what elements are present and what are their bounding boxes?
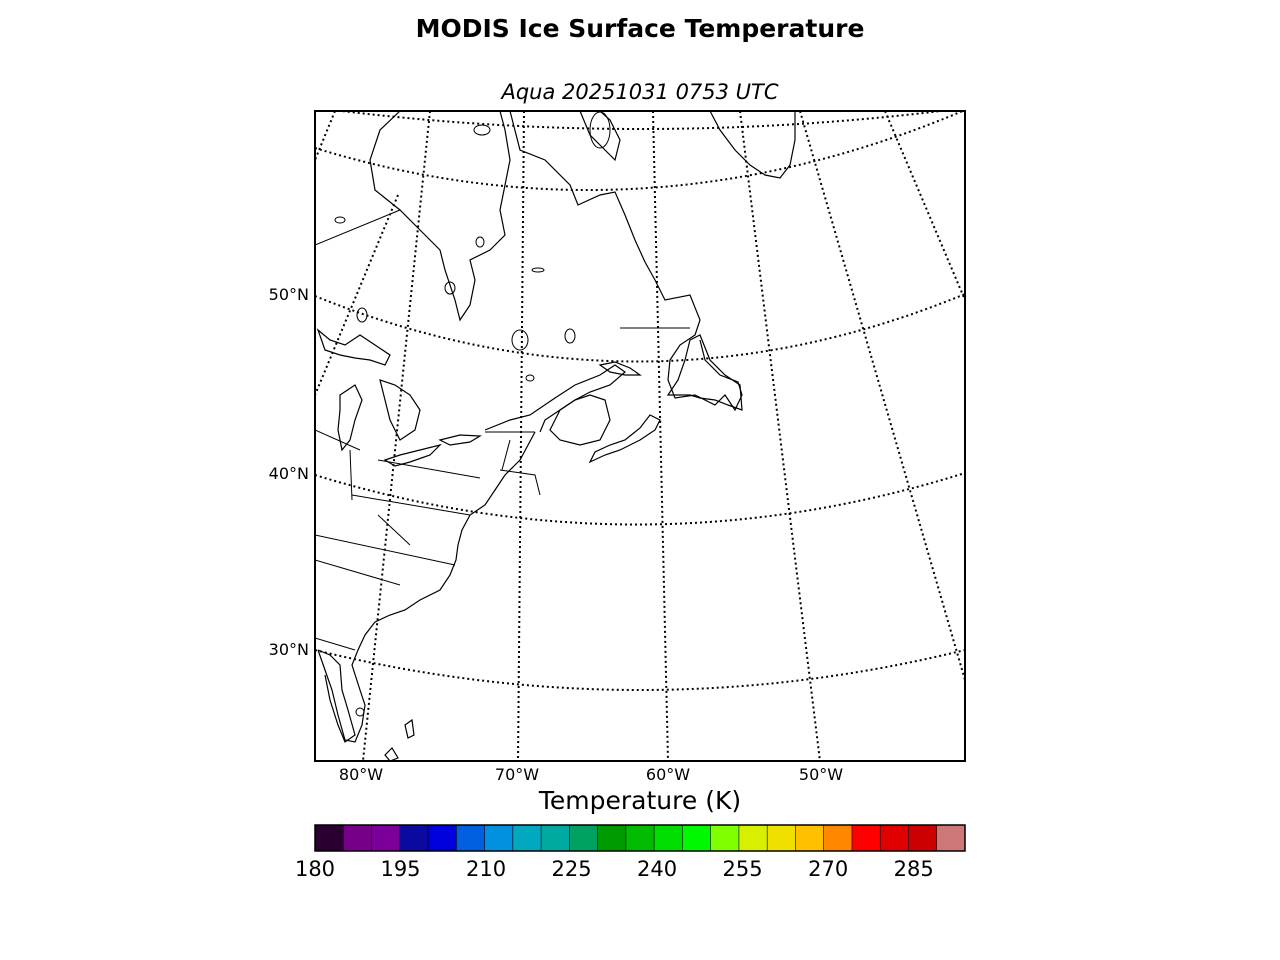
island-6 (511, 329, 529, 351)
map-frame (314, 110, 966, 762)
colorbar-tick-label: 225 (552, 857, 592, 881)
colorbar-swatch (767, 825, 796, 851)
border-ohio-west (349, 449, 353, 501)
colorbar-swatch (851, 825, 881, 851)
anticosti (598, 361, 642, 376)
bahamas-2 (404, 718, 415, 739)
colorbar-swatch (654, 825, 683, 851)
colorbar-swatch (597, 825, 627, 851)
colorbar-swatch (315, 825, 344, 851)
colorbar-tick-label: 285 (894, 857, 934, 881)
island-3 (475, 236, 485, 248)
colorbar-swatch (371, 825, 401, 851)
meridian-80w (362, 111, 431, 761)
border-ga-fl (315, 637, 356, 651)
border-ny-pa (377, 459, 481, 479)
colorbar-tick-label: 180 (295, 857, 335, 881)
island-7 (564, 328, 576, 344)
island-10 (355, 707, 365, 717)
lat-label-30n: 30°N (269, 640, 309, 659)
graticule (315, 111, 965, 761)
colorbar-swatch (484, 825, 514, 851)
colorbar-label: Temperature (K) (538, 786, 742, 815)
meridian-85w (315, 194, 399, 396)
colorbar-swatch (428, 825, 457, 851)
island-4 (356, 307, 368, 323)
border-nc-sc (315, 559, 401, 586)
bahamas (384, 747, 399, 761)
chart-subtitle: Aqua 20251031 0753 UTC (501, 80, 779, 104)
lat-label-50n: 50°N (269, 285, 309, 304)
lat-label-40n: 40°N (269, 464, 309, 483)
colorbar-swatch (399, 825, 429, 851)
meridian-40w (799, 111, 965, 681)
lake-ontario (438, 434, 483, 446)
parallel-60n (315, 111, 965, 191)
greenland-coast (709, 111, 796, 179)
us-east-coast (317, 431, 536, 743)
colorbar-swatch (823, 825, 853, 851)
colorbar-swatch (541, 825, 570, 851)
border-pa-md (351, 494, 471, 516)
colorbar-tick-label: 270 (808, 857, 848, 881)
lake-huron (379, 379, 421, 441)
hudson-bay-coast (369, 111, 511, 322)
lon-label-70w: 70°W (495, 765, 539, 784)
florida (317, 649, 356, 743)
meridian-70w (517, 111, 525, 761)
colorbar-swatch (936, 825, 966, 851)
colorbar-ticks: 180 195 210 225 240 255 270 285 (295, 857, 934, 881)
colorbar-swatch (625, 825, 655, 851)
colorbar-tick-label: 195 (380, 857, 420, 881)
newfoundland (666, 334, 743, 411)
parallel-extra (333, 111, 949, 130)
meridian-50w (739, 111, 821, 761)
colorbar-swatch (795, 825, 825, 851)
labrador-coast (509, 111, 743, 412)
island-9 (334, 216, 346, 224)
island-5 (525, 374, 535, 382)
colorbar-swatch (512, 825, 542, 851)
political-borders (315, 209, 690, 651)
lon-label-50w: 50°W (799, 765, 843, 784)
colorbar-swatch (710, 825, 740, 851)
colorbar-tick-label: 255 (723, 857, 763, 881)
lake-erie (383, 443, 442, 467)
border-vt-nh (501, 439, 511, 471)
colorbar-tick-label: 210 (466, 857, 506, 881)
chart-title: MODIS Ice Surface Temperature (415, 14, 865, 43)
lake-superior (316, 328, 391, 366)
colorbar-swatch (569, 825, 599, 851)
colorbar-swatch (456, 825, 486, 851)
colorbar-swatch (343, 825, 373, 851)
colorbar-swatches (315, 825, 966, 851)
border-midwest (315, 429, 361, 451)
new-brunswick (549, 394, 611, 446)
border-ontario-quebec (315, 209, 401, 246)
lake-michigan (337, 384, 363, 452)
meridian-30w (884, 111, 965, 301)
nova-scotia (588, 414, 661, 464)
colorbar-swatch (908, 825, 938, 851)
border-wv (377, 514, 411, 546)
colorbar-swatch (682, 825, 712, 851)
lon-label-60w: 60°W (646, 765, 690, 784)
parallel-40n (315, 472, 965, 526)
border-maine (499, 469, 541, 496)
colorbar-swatch (738, 825, 768, 851)
map-content (315, 111, 965, 761)
meridian-60w (652, 111, 669, 761)
border-va-nc (315, 534, 456, 566)
lon-label-80w: 80°W (339, 765, 383, 784)
meridian-90w (315, 111, 336, 161)
colorbar-swatch (880, 825, 909, 851)
island-1 (473, 124, 491, 136)
island-8 (444, 281, 456, 295)
colorbar-tick-label: 240 (637, 857, 677, 881)
island-2 (531, 267, 545, 273)
colorbar-frame (314, 824, 966, 852)
